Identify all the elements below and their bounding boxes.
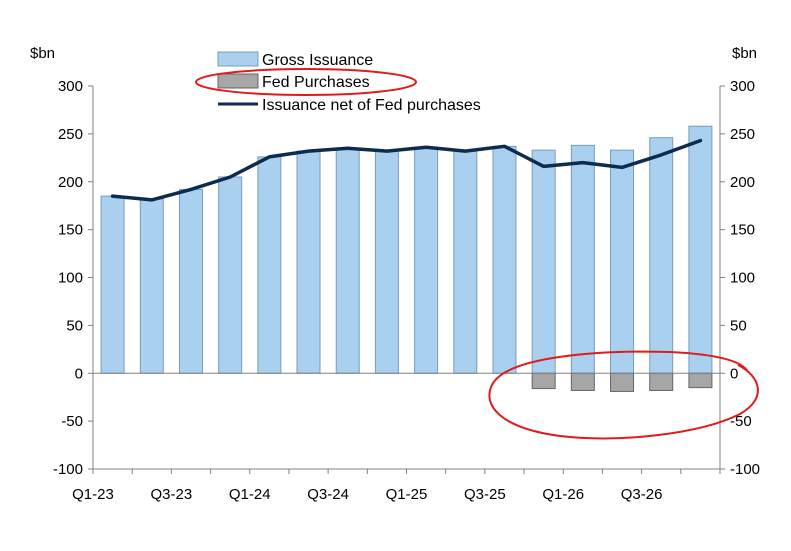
y-tick-label-left: -50 <box>61 413 83 430</box>
legend: Gross Issuance Fed Purchases Issuance ne… <box>217 51 481 114</box>
legend-label-net-issuance: Issuance net of Fed purchases <box>262 97 481 114</box>
bar-gross-issuance <box>649 137 674 374</box>
bar-fed-purchases <box>688 372 713 389</box>
y-tick-label-left: 250 <box>58 126 83 143</box>
y-tick-label-left: 50 <box>66 317 83 334</box>
x-tick-label: Q3-24 <box>307 486 349 503</box>
y-tick-label-left: 200 <box>58 174 83 191</box>
bar-gross-issuance <box>453 150 478 374</box>
legend-swatch-gross-issuance <box>217 51 259 67</box>
axes-layer: -100 -100 -50 -50 0 0 50 50 100 100 150 150 200 200 25… <box>53 78 760 503</box>
bar-fed-purchases <box>531 372 556 390</box>
bar-gross-issuance <box>688 125 713 374</box>
x-tick-label: Q1-26 <box>542 486 584 503</box>
y-tick-label-right: 50 <box>730 317 747 334</box>
x-tick-label: Q1-25 <box>386 486 428 503</box>
highlight-legend-fed-purchases <box>195 68 417 96</box>
x-tick-label: Q1-23 <box>72 486 114 503</box>
y-tick-label-right: -100 <box>730 461 760 478</box>
y-tick-label-right: 300 <box>730 78 755 95</box>
right-unit-label: $bn <box>732 45 757 62</box>
left-unit-label: $bn <box>30 45 55 62</box>
x-tick-label: Q3-25 <box>464 486 506 503</box>
line-net-issuance <box>110 138 703 202</box>
y-tick-label-right: 0 <box>730 365 738 382</box>
x-tick-label: Q1-24 <box>229 486 271 503</box>
bar-fed-purchases <box>570 372 595 391</box>
y-tick-label-right: 250 <box>730 126 755 143</box>
y-tick-label-left: 300 <box>58 78 83 95</box>
bar-gross-issuance <box>296 150 321 374</box>
legend-label-fed-purchases: Fed Purchases <box>262 74 370 91</box>
bar-gross-issuance <box>335 147 360 374</box>
bars-layer <box>100 125 713 392</box>
y-tick-label-left: 150 <box>58 222 83 239</box>
highlight-fed-purchases-bars <box>488 350 759 440</box>
bar-gross-issuance <box>139 198 164 374</box>
bar-fed-purchases <box>610 372 635 392</box>
bar-gross-issuance <box>610 149 635 374</box>
x-tick-label: Q3-23 <box>151 486 193 503</box>
y-tick-label-left: 0 <box>75 365 83 382</box>
bar-gross-issuance <box>414 146 439 374</box>
legend-label-gross-issuance: Gross Issuance <box>262 52 373 69</box>
x-tick-label: Q3-26 <box>621 486 663 503</box>
bar-gross-issuance <box>570 144 595 374</box>
bar-gross-issuance <box>100 195 125 374</box>
bar-gross-issuance <box>531 149 556 374</box>
bar-gross-issuance <box>492 145 517 374</box>
y-tick-label-right: 150 <box>730 222 755 239</box>
y-tick-label-left: -100 <box>53 461 83 478</box>
bar-fed-purchases <box>649 372 674 391</box>
bar-gross-issuance <box>218 176 243 374</box>
y-tick-label-right: 100 <box>730 270 755 287</box>
legend-swatch-fed-purchases <box>217 73 259 89</box>
y-tick-label-right: -50 <box>730 413 752 430</box>
bar-gross-issuance <box>374 150 399 374</box>
bar-gross-issuance <box>178 188 203 374</box>
y-tick-label-right: 200 <box>730 174 755 191</box>
line-layer <box>110 138 703 202</box>
y-tick-label-left: 100 <box>58 270 83 287</box>
bar-gross-issuance <box>257 156 282 374</box>
